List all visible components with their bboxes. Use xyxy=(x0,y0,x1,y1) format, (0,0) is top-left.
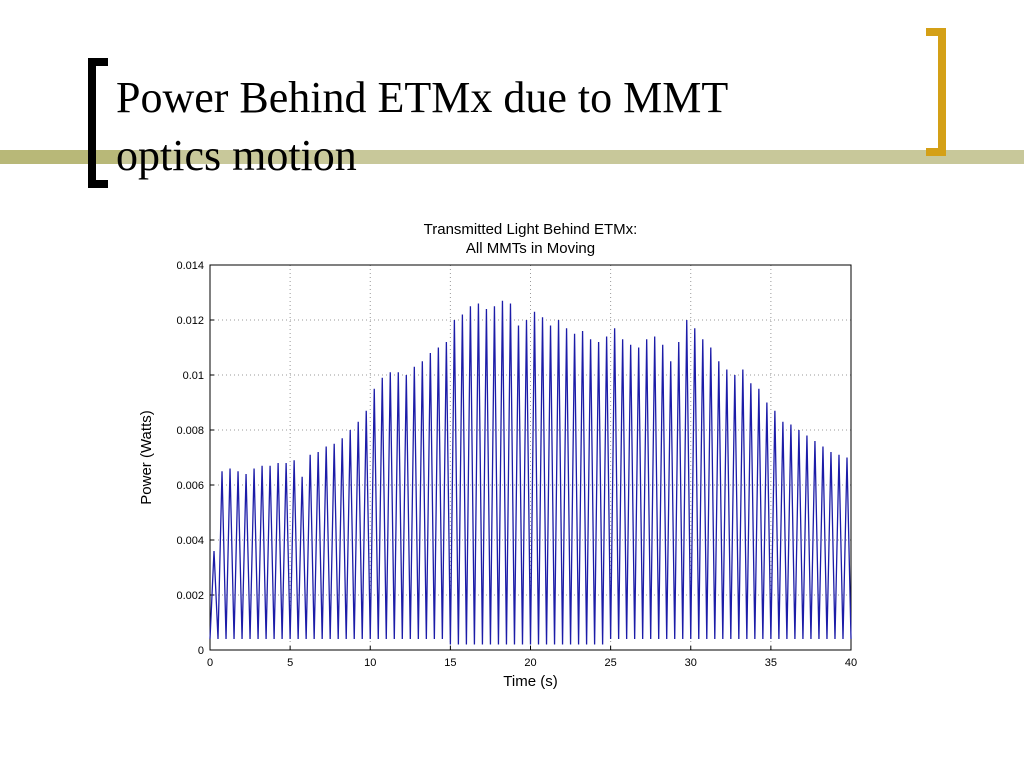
y-tick-label: 0.004 xyxy=(176,535,204,547)
chart: Transmitted Light Behind ETMx: All MMTs i… xyxy=(138,221,857,690)
x-tick-label: 5 xyxy=(287,657,293,669)
y-tick-label: 0.014 xyxy=(176,260,204,272)
x-tick-label: 35 xyxy=(765,657,777,669)
data-line xyxy=(209,300,852,645)
x-tick-label: 10 xyxy=(364,657,376,669)
x-tick-label: 30 xyxy=(685,657,697,669)
plot-frame xyxy=(209,264,852,651)
y-tick-label: 0 xyxy=(198,645,204,657)
left-bracket xyxy=(88,58,108,188)
x-tick-label: 20 xyxy=(524,657,536,669)
right-bracket xyxy=(926,28,946,156)
y-tick-label: 0.01 xyxy=(183,370,204,382)
y-tick-label: 0.006 xyxy=(176,480,204,492)
x-tick-label: 15 xyxy=(444,657,456,669)
x-tick-label: 25 xyxy=(605,657,617,669)
x-tick-label: 40 xyxy=(845,657,857,669)
y-tick-label: 0.002 xyxy=(176,590,204,602)
slide-band-left xyxy=(0,150,120,164)
x-axis-label: Time (s) xyxy=(503,673,557,690)
y-tick-label: 0.008 xyxy=(176,425,204,437)
slide-title: optics motion xyxy=(116,131,357,180)
chart-title: All MMTs in Moving xyxy=(466,240,595,257)
slide-band xyxy=(0,150,1024,164)
y-axis-label: Power (Watts) xyxy=(138,410,155,504)
y-tick-label: 0.012 xyxy=(176,315,204,327)
slide-title: Power Behind ETMx due to MMT xyxy=(116,73,728,122)
chart-title: Transmitted Light Behind ETMx: xyxy=(424,221,638,238)
x-tick-label: 0 xyxy=(207,657,213,669)
